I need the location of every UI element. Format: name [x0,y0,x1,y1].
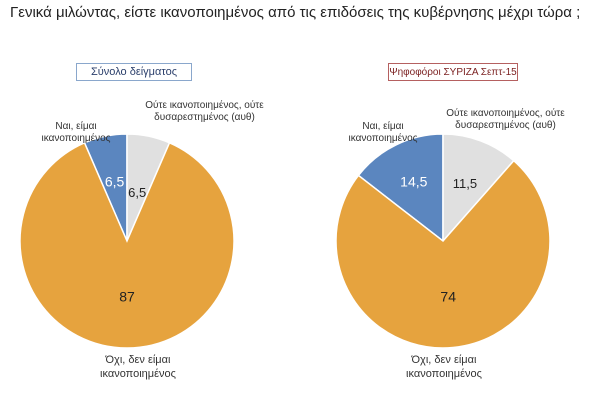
data-label-yes: 6,5 [105,173,125,189]
label-neutral-syriza: Ούτε ικανοποιημένος, ούτε δυσαρεστημένος… [446,108,565,131]
data-label-neutral: 6,5 [128,185,146,200]
label-no-syriza: Όχι, δεν είμαι ικανοποιημένος [406,354,482,380]
label-yes-syriza: Ναι, είμαι ικανοποιημένος [348,121,418,144]
chart-title-syriza: Ψηφοφόροι ΣΥΡΙΖΑ Σεπτ-15 [388,63,518,81]
label-no-total: Όχι, δεν είμαι ικανοποιημένος [100,354,176,380]
data-label-yes: 14,5 [400,173,427,189]
pie-slice-no [335,159,551,349]
pie-chart-syriza: 14,5 11,5 74 [335,133,551,349]
pie-slice-neutral [442,133,515,243]
pie-chart-total: 6,56,5 87 [19,133,235,349]
label-neutral-total: Ούτε ικανοποιημένος, ούτε δυσαρεστημένος… [145,100,264,123]
pie-slice-no [19,141,235,349]
page-title: Γενικά μιλώντας, είστε ικανοποιημένος απ… [10,4,581,21]
pie-slice-yes [357,133,444,243]
data-label-no: 74 [440,288,456,304]
data-label-no: 87 [119,289,135,305]
data-label-neutral: 11,5 [453,176,477,191]
label-yes-total: Ναι, είμαι ικανοποιημένος [41,121,111,144]
chart-title-total: Σύνολο δείγματος [76,63,192,81]
